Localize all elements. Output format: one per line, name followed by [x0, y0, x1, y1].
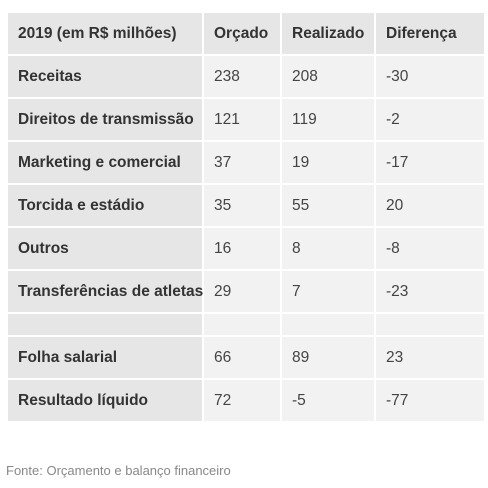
- table-row: Receitas 238 208 -30: [6, 54, 486, 99]
- header-period: 2019 (em R$ milhões): [6, 11, 204, 56]
- spacer-row: [6, 312, 486, 337]
- table-row: Folha salarial 66 89 23: [6, 335, 486, 380]
- cell-orcado: 66: [202, 335, 282, 380]
- row-label: Outros: [6, 226, 204, 271]
- source-note: Fonte: Orçamento e balanço financeiro: [6, 463, 231, 478]
- header-realizado: Realizado: [280, 11, 376, 56]
- table-row: Torcida e estádio 35 55 20: [6, 183, 486, 228]
- cell-realizado: 89: [280, 335, 376, 380]
- cell-diferenca: -8: [374, 226, 486, 271]
- spacer-cell: [374, 312, 486, 337]
- row-label: Transferências de atletas: [6, 269, 204, 314]
- cell-realizado: 119: [280, 97, 376, 142]
- cell-orcado: 121: [202, 97, 282, 142]
- cell-orcado: 37: [202, 140, 282, 185]
- cell-realizado: 19: [280, 140, 376, 185]
- table-row: Resultado líquido 72 -5 -77: [6, 378, 486, 423]
- cell-diferenca: -17: [374, 140, 486, 185]
- cell-realizado: 8: [280, 226, 376, 271]
- row-label: Resultado líquido: [6, 378, 204, 423]
- row-label: Receitas: [6, 54, 204, 99]
- cell-orcado: 72: [202, 378, 282, 423]
- budget-table: 2019 (em R$ milhões) Orçado Realizado Di…: [6, 11, 486, 423]
- table-row: Marketing e comercial 37 19 -17: [6, 140, 486, 185]
- cell-diferenca: -30: [374, 54, 486, 99]
- header-diferenca: Diferença: [374, 11, 486, 56]
- table-header-row: 2019 (em R$ milhões) Orçado Realizado Di…: [6, 11, 486, 56]
- cell-realizado: 55: [280, 183, 376, 228]
- cell-diferenca: -77: [374, 378, 486, 423]
- spacer-cell: [202, 312, 282, 337]
- cell-orcado: 29: [202, 269, 282, 314]
- row-label: Marketing e comercial: [6, 140, 204, 185]
- spacer-cell: [280, 312, 376, 337]
- spacer-cell: [6, 312, 204, 337]
- table-row: Outros 16 8 -8: [6, 226, 486, 271]
- row-label: Direitos de transmissão: [6, 97, 204, 142]
- cell-orcado: 238: [202, 54, 282, 99]
- cell-diferenca: 20: [374, 183, 486, 228]
- cell-orcado: 35: [202, 183, 282, 228]
- table-row: Transferências de atletas 29 7 -23: [6, 269, 486, 314]
- cell-realizado: 7: [280, 269, 376, 314]
- row-label: Folha salarial: [6, 335, 204, 380]
- cell-diferenca: 23: [374, 335, 486, 380]
- cell-orcado: 16: [202, 226, 282, 271]
- table-row: Direitos de transmissão 121 119 -2: [6, 97, 486, 142]
- header-orcado: Orçado: [202, 11, 282, 56]
- cell-diferenca: -2: [374, 97, 486, 142]
- cell-diferenca: -23: [374, 269, 486, 314]
- cell-realizado: -5: [280, 378, 376, 423]
- cell-realizado: 208: [280, 54, 376, 99]
- row-label: Torcida e estádio: [6, 183, 204, 228]
